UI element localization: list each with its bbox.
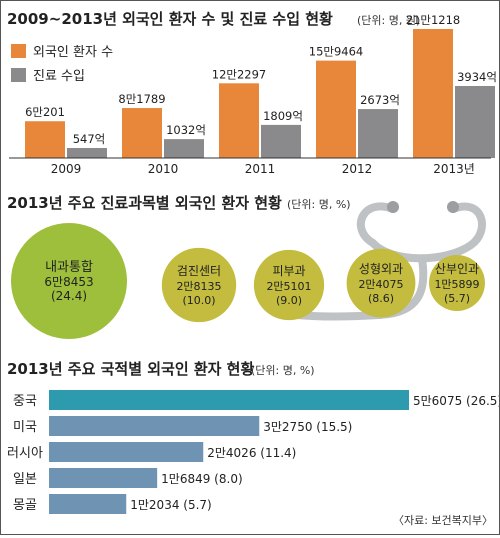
department-value-label: 2만5101: [266, 280, 311, 293]
country-value-label: 1만2034 (5.7): [130, 498, 211, 512]
patients-bar: [219, 83, 259, 158]
country-value-label: 5만6075 (26.5): [413, 394, 499, 408]
department-value-label: 1만5899: [434, 278, 479, 291]
department-value-label: 2만8135: [176, 280, 221, 293]
country-label: 러시아: [7, 446, 43, 461]
patients-value-label: 12만2297: [212, 67, 266, 81]
country-label: 미국: [13, 420, 37, 435]
revenue-bar: [358, 109, 398, 158]
country-bar-group: 중국 5만6075 (26.5) 미국 3만2750 (15.5) 러시아 2만4026 …: [7, 390, 500, 514]
patients-bar: [122, 108, 162, 158]
patients-value-label: 6만201: [25, 105, 65, 119]
revenue-bar: [164, 139, 204, 158]
country-bar: [49, 468, 158, 488]
patients-value-label: 15만9464: [309, 45, 363, 59]
year-label: 2010: [148, 162, 179, 176]
year-label: 2011: [245, 162, 276, 176]
department-name-label: 내과통합: [45, 260, 93, 275]
section3-unit: (단위: 명, %): [251, 364, 315, 377]
department-name-label: 산부인과: [435, 262, 479, 276]
revenue-value-label: 547억: [73, 132, 106, 146]
department-bubble: [346, 248, 416, 318]
revenue-bar: [261, 124, 301, 158]
country-value-label: 2만4026 (11.4): [207, 446, 296, 460]
department-name-label: 검진센터: [177, 264, 221, 278]
department-pct-label: (9.0): [276, 294, 302, 307]
section2-title: 2013년 주요 진료과목별 외국인 환자 현황: [7, 194, 282, 212]
department-pct-label: (10.0): [182, 294, 215, 307]
yearly-bar-group: 6만201 547억 8만1789 1032억 12만2297 1809억 15만9464 2…: [25, 13, 497, 158]
revenue-value-label: 1809억: [263, 109, 303, 123]
country-value-label: 3만2750 (15.5): [263, 420, 352, 434]
legend-swatch-patients: [11, 44, 26, 58]
country-bar: [49, 416, 260, 436]
department-bubble: [11, 223, 127, 339]
legend-label-patients: 외국인 환자 수: [33, 45, 113, 60]
country-bar: [49, 390, 409, 410]
department-value-label: 2만4075: [358, 278, 403, 291]
patients-bar: [413, 29, 453, 158]
patients-bar: [316, 60, 356, 158]
department-name-label: 피부과: [272, 264, 305, 278]
revenue-value-label: 1032억: [166, 123, 206, 137]
country-bar: [49, 494, 127, 514]
revenue-bar: [67, 147, 107, 158]
department-bubble: [429, 255, 485, 311]
country-label: 몽골: [13, 498, 37, 513]
revenue-bar: [455, 86, 495, 158]
country-label: 일본: [13, 472, 37, 487]
year-label: 2009: [51, 162, 82, 176]
department-pct-label: (5.7): [444, 292, 470, 305]
legend-label-revenue: 진료 수입: [33, 69, 85, 84]
department-value-label: 6만8453: [44, 275, 93, 289]
legend-swatch-revenue: [11, 68, 26, 82]
section3-title: 2013년 주요 국적별 외국인 환자 현황: [7, 360, 254, 378]
country-label: 중국: [13, 394, 37, 409]
department-bubble: [253, 249, 325, 321]
department-name-label: 성형외과: [359, 262, 403, 276]
patients-value-label: 8만1789: [118, 92, 165, 106]
section1-unit: (단위: 명, 원): [357, 14, 420, 27]
section2-unit: (단위: 명, %): [287, 198, 351, 211]
year-labels: 2009 2010 2011 2012 2013년: [51, 162, 475, 176]
year-label: 2012: [342, 162, 373, 176]
country-bar: [49, 442, 204, 462]
country-value-label: 1만6849 (8.0): [161, 472, 242, 486]
revenue-value-label: 3934억: [457, 70, 497, 84]
department-pct-label: (24.4): [51, 289, 87, 303]
year-label: 2013년: [433, 162, 475, 176]
patients-bar: [25, 121, 65, 158]
revenue-value-label: 2673억: [360, 93, 400, 107]
department-bubble: [161, 247, 237, 323]
section1-title: 2009~2013년 외국인 환자 수 및 진료 수입 현황: [7, 10, 333, 28]
patients-value-label: 21만1218: [406, 13, 460, 27]
source-note: 〈자료: 보건복지부〉: [393, 514, 493, 527]
department-pct-label: (8.6): [368, 292, 394, 305]
